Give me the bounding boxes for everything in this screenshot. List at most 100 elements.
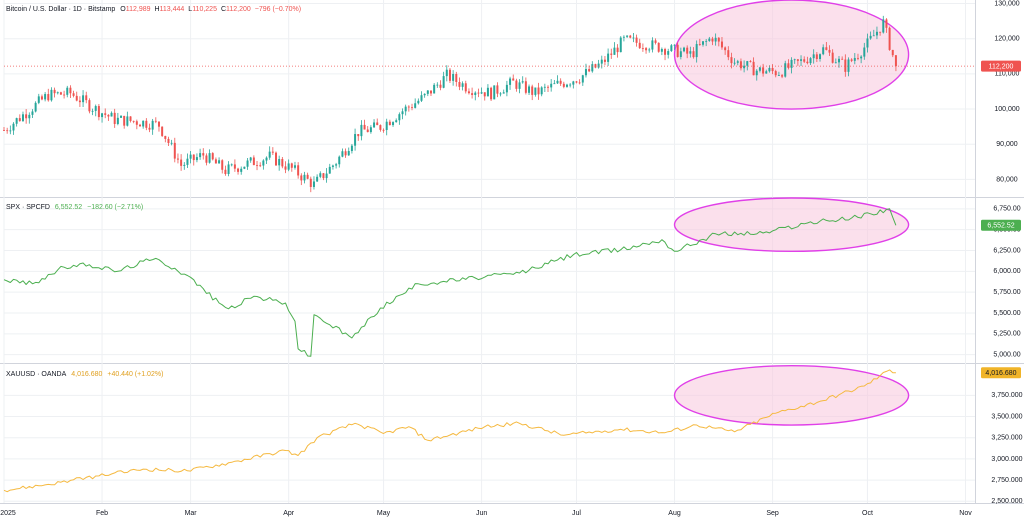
btc-candle-body <box>392 122 395 126</box>
btc-candle-body <box>547 86 550 88</box>
btc-candle-body <box>6 130 9 132</box>
btc-candle-body <box>822 47 825 55</box>
btc-candle-body <box>632 37 635 39</box>
btc-candle-body <box>75 95 78 101</box>
btc-candle-body <box>205 155 208 163</box>
btc-candle-body <box>720 41 723 48</box>
btc-candle-body <box>698 44 701 45</box>
axes-layer: 2025 Feb Mar Apr May Jun Jul Aug Sep Oct Nov 130,00… <box>0 0 1022 516</box>
y-axis-tick-label: 5,250.00 <box>993 331 1020 338</box>
btc-legend-open-label: O <box>120 6 126 13</box>
y-axis-tick-label: 3,750.000 <box>991 392 1022 399</box>
btc-candle-body <box>18 118 21 121</box>
btc-candle-body <box>414 103 417 108</box>
btc-candle-body <box>237 168 240 172</box>
y-axis-tick-label: 6,000.00 <box>993 268 1020 275</box>
btc-candle-body <box>771 67 774 72</box>
btc-candle-body <box>891 49 894 56</box>
btc-candle-body <box>34 102 37 112</box>
btc-candle-body <box>490 87 493 100</box>
btc-candle-body <box>72 93 75 96</box>
y-axis-tick-label: 120,000 <box>994 36 1019 43</box>
btc-candle-body <box>3 130 5 131</box>
btc-candle-body <box>224 169 227 174</box>
btc-candle-body <box>199 153 202 158</box>
btc-legend-symbol: Bitcoin / U.S. Dollar · 1D · Bitstamp <box>6 6 116 13</box>
btc-candle-body <box>888 27 891 50</box>
btc-candle-body <box>834 62 837 64</box>
btc-candle-body <box>667 51 670 55</box>
btc-candle-body <box>382 129 385 131</box>
btc-candle-body <box>828 49 831 53</box>
btc-candle-body <box>363 124 366 130</box>
btc-candle-body <box>110 112 113 117</box>
y-axis-tick-label: 100,000 <box>994 106 1019 113</box>
highlight-ellipse <box>673 0 910 110</box>
btc-candle-body <box>781 75 784 77</box>
btc-candle-body <box>240 168 243 172</box>
btc-candle-body <box>584 69 587 76</box>
x-axis-tick-label: 2025 <box>0 510 16 517</box>
btc-candle-body <box>790 59 793 68</box>
btc-candle-body <box>651 40 654 50</box>
btc-candle-body <box>183 164 186 166</box>
btc-candle-body <box>290 163 293 168</box>
btc-candle-body <box>461 83 464 87</box>
btc-candle-body <box>28 114 31 119</box>
btc-candle-body <box>262 160 265 166</box>
btc-candle-body <box>82 95 85 103</box>
btc-candle-body <box>180 159 183 166</box>
btc-candle-body <box>499 93 502 95</box>
btc-candle-body <box>91 110 94 112</box>
x-axis-tick-label: Aug <box>668 510 681 517</box>
btc-candle-body <box>894 55 897 67</box>
btc-candle-body <box>319 173 322 177</box>
btc-candle-body <box>787 63 790 68</box>
btc-candle-body <box>53 89 56 94</box>
btc-candle-body <box>113 112 116 124</box>
btc-candle-body <box>569 84 572 86</box>
y-axis-tick-label: 2,750.000 <box>991 477 1022 484</box>
btc-candle-body <box>762 67 765 74</box>
btc-candle-body <box>104 113 107 115</box>
y-axis-tick-label: 3,500.000 <box>991 413 1022 420</box>
btc-candle-body <box>271 151 274 153</box>
x-axis-tick-label: Nov <box>959 510 972 517</box>
btc-candle-body <box>815 54 818 60</box>
btc-candle-body <box>550 83 553 88</box>
btc-candle-body <box>477 92 480 94</box>
y-axis-tick-label: 3,250.000 <box>991 435 1022 442</box>
btc-candle-body <box>872 35 875 37</box>
gold-legend-change: +40.440 (+1.02%) <box>107 371 164 378</box>
btc-candle-body <box>316 176 319 182</box>
btc-candle-body <box>306 174 309 179</box>
btc-candle-body <box>866 38 869 48</box>
btc-candle-body <box>749 61 752 62</box>
btc-candle-body <box>142 120 145 127</box>
btc-candle-body <box>483 92 486 97</box>
btc-candle-body <box>613 47 616 55</box>
btc-candle-body <box>875 31 878 36</box>
btc-candle-body <box>831 52 834 63</box>
btc-candle-body <box>218 160 221 164</box>
btc-candle-body <box>281 158 284 167</box>
btc-candle-body <box>654 40 657 43</box>
btc-candle-body <box>357 134 360 137</box>
btc-candle-body <box>679 51 682 57</box>
btc-candle-body <box>78 100 81 103</box>
btc-candle-body <box>373 122 376 128</box>
btc-candle-body <box>268 151 271 158</box>
btc-candle-body <box>151 120 154 130</box>
btc-candle-body <box>164 135 167 139</box>
btc-candle-body <box>733 62 736 64</box>
btc-candle-body <box>448 69 451 81</box>
spx-last-value-tag: 6,552.52 <box>981 219 1021 231</box>
gold-last-value-tag-text: 4,016.680 <box>985 370 1016 377</box>
btc-candle-body <box>328 166 331 174</box>
btc-candle-body <box>591 64 594 72</box>
btc-candle-body <box>303 174 306 181</box>
btc-candle-body <box>132 120 135 122</box>
btc-candle-body <box>376 122 379 126</box>
btc-candle-body <box>869 35 872 39</box>
